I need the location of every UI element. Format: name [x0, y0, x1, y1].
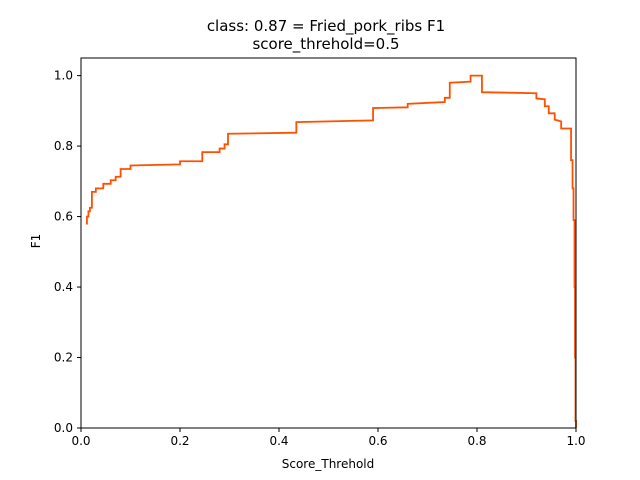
- chart-subtitle: score_threhold=0.5: [252, 35, 399, 54]
- y-tick-label: 1.0: [54, 69, 73, 83]
- y-axis: 0.0 0.2 0.4 0.6 0.8 1.0: [54, 69, 81, 435]
- y-tick-label: 0.8: [54, 139, 73, 153]
- y-axis-label: F1: [29, 234, 43, 249]
- chart-title: class: 0.87 = Fried_pork_ribs F1: [207, 17, 445, 36]
- y-tick-label: 0.2: [54, 351, 73, 365]
- x-tick-label: 0.8: [467, 434, 486, 448]
- f1-series-line: [85, 74, 577, 428]
- y-tick-label: 0.0: [54, 421, 73, 435]
- plot-frame: [80, 57, 577, 429]
- series-layer: [85, 74, 577, 428]
- x-axis: 0.0 0.2 0.4 0.6 0.8 1.0: [71, 428, 586, 448]
- x-tick-label: 0.2: [170, 434, 189, 448]
- y-tick-label: 0.4: [54, 280, 73, 294]
- x-tick-label: 0.4: [269, 434, 288, 448]
- x-tick-label: 0.6: [368, 434, 387, 448]
- y-tick-label: 0.6: [54, 210, 73, 224]
- x-axis-label: Score_Threhold: [282, 457, 375, 471]
- x-tick-label: 0.0: [71, 434, 90, 448]
- x-tick-label: 1.0: [566, 434, 585, 448]
